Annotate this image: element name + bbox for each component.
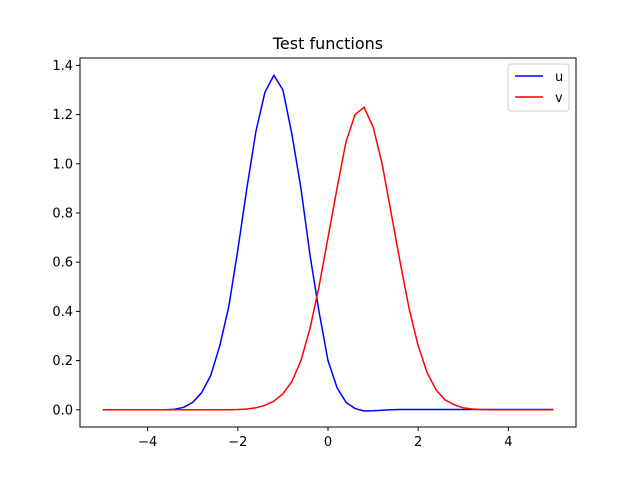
series-layer: [102, 74, 554, 412]
y-tick-label: 0.2: [52, 354, 73, 369]
x-tick-label: 4: [504, 435, 512, 450]
plot-area: [80, 58, 576, 427]
y-tick-label: 0.6: [52, 256, 73, 271]
y-tick-label: 1.4: [52, 59, 73, 74]
x-tick-label: −2: [228, 435, 247, 450]
y-axis: 0.0 0.2 0.4 0.6 0.8 1.0 1.2 1.4: [52, 59, 80, 418]
y-tick-label: 1.0: [52, 157, 73, 172]
legend-label-u: u: [555, 70, 563, 85]
x-tick-label: 2: [414, 435, 422, 450]
series-line-v: [102, 106, 554, 411]
y-tick-label: 0.4: [52, 305, 73, 320]
legend-label-v: v: [555, 91, 563, 106]
y-tick-label: 0.8: [52, 206, 73, 221]
y-tick-label: 1.2: [52, 108, 73, 123]
chart-title: Test functions: [272, 34, 383, 53]
x-tick-label: −4: [138, 435, 157, 450]
legend: u v: [507, 63, 570, 112]
x-tick-label: 0: [324, 435, 332, 450]
x-axis: −4 −2 0 2 4: [138, 427, 513, 450]
y-tick-label: 0.0: [52, 403, 73, 418]
